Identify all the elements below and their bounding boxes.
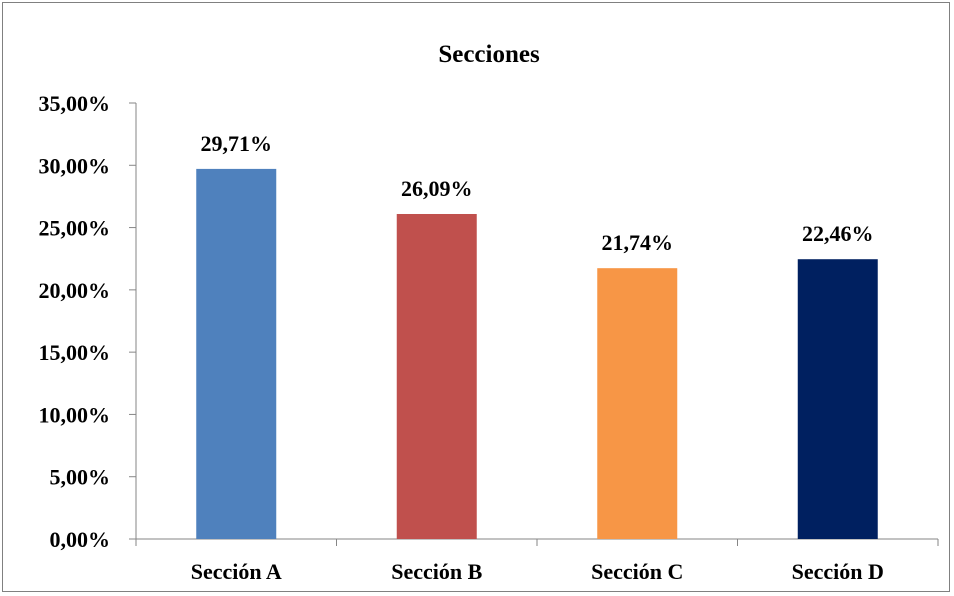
x-axis: Sección A Sección B Sección C Sección D [135, 538, 939, 584]
data-labels: 29,71% 26,09% 21,74% 22,46% [201, 131, 874, 255]
chart-title: Secciones [438, 41, 540, 68]
data-label: 22,46% [802, 221, 874, 246]
y-tick-label: 10,00% [39, 402, 111, 427]
bar [196, 168, 277, 539]
data-label: 26,09% [401, 176, 473, 201]
y-tick-label: 25,00% [39, 216, 111, 241]
bar [597, 268, 678, 539]
y-tick-label: 30,00% [39, 153, 111, 178]
bars [196, 168, 878, 539]
y-tick-label: 35,00% [39, 91, 111, 116]
bar [797, 259, 878, 539]
y-tick-label: 20,00% [39, 278, 111, 303]
bar [396, 213, 477, 539]
y-axis: 0,00% 5,00% 10,00% 15,00% 20,00% 25,00% 30,00%… [39, 91, 137, 552]
data-label: 21,74% [602, 230, 674, 255]
data-label: 29,71% [201, 131, 273, 156]
x-tick-label: Sección A [191, 559, 282, 584]
x-tick-label: Sección D [792, 559, 884, 584]
x-tick-label: Sección C [591, 559, 683, 584]
y-tick-label: 15,00% [39, 340, 111, 365]
y-tick-label: 0,00% [50, 527, 111, 552]
x-tick-label: Sección B [391, 559, 482, 584]
y-tick-label: 5,00% [50, 465, 111, 490]
